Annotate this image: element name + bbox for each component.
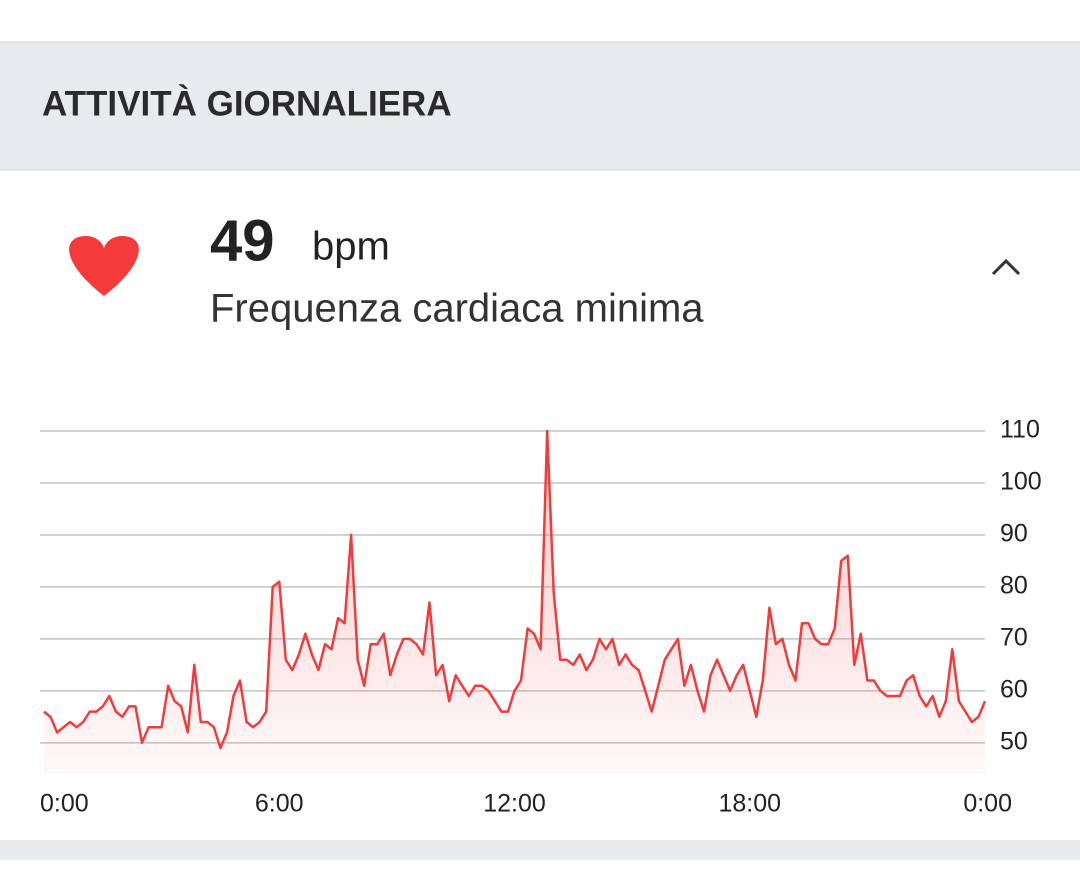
section-separator <box>0 840 1080 860</box>
x-tick-label: 18:00 <box>718 790 781 818</box>
metric-label: Frequenza cardiaca minima <box>210 287 704 331</box>
chart: 50 60 70 80 90 100 110 0:00 6:00 12:00 18:00 0:00 <box>40 416 1042 818</box>
y-tick-label: 100 <box>1000 468 1042 496</box>
y-tick-label: 60 <box>1000 675 1028 703</box>
heart-icon <box>69 236 139 296</box>
y-tick-label: 110 <box>1000 416 1040 444</box>
line <box>43 429 987 750</box>
area-fill <box>44 431 985 774</box>
metric-unit: bpm <box>312 225 390 269</box>
y-tick-label: 80 <box>1000 572 1028 600</box>
x-tick-label: 0:00 <box>40 790 89 818</box>
section-title: ATTIVITÀ GIORNALIERA <box>42 83 452 123</box>
y-tick-label: 90 <box>1000 520 1028 548</box>
metric-value: 49 <box>210 208 275 273</box>
x-tick-label: 0:00 <box>963 790 1012 818</box>
section-header <box>0 42 1080 170</box>
x-tick-label: 12:00 <box>483 790 546 818</box>
x-tick-label: 6:00 <box>255 790 304 818</box>
collapse-button[interactable] <box>991 258 1021 276</box>
y-tick-label: 70 <box>1000 623 1028 651</box>
y-tick-label: 50 <box>1000 727 1028 755</box>
